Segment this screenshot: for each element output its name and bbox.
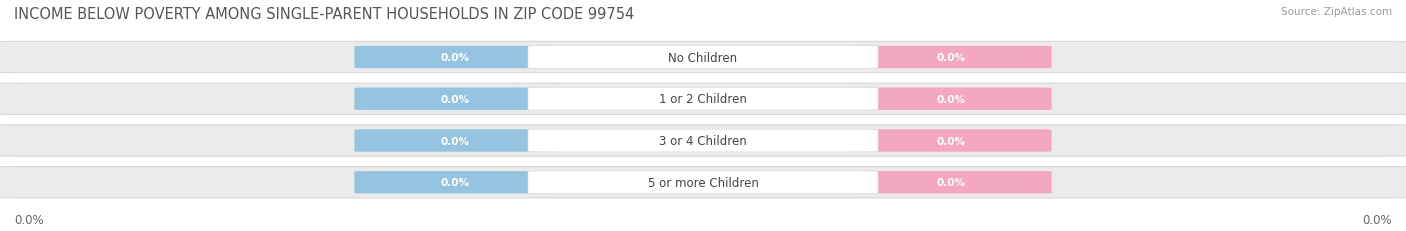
Text: No Children: No Children <box>668 51 738 64</box>
Text: 0.0%: 0.0% <box>440 94 470 104</box>
FancyBboxPatch shape <box>529 46 877 69</box>
Text: 0.0%: 0.0% <box>440 177 470 188</box>
Text: 0.0%: 0.0% <box>936 136 966 146</box>
FancyBboxPatch shape <box>0 125 1406 157</box>
Text: 3 or 4 Children: 3 or 4 Children <box>659 134 747 147</box>
FancyBboxPatch shape <box>851 130 1052 152</box>
FancyBboxPatch shape <box>529 171 877 194</box>
FancyBboxPatch shape <box>0 167 1406 198</box>
FancyBboxPatch shape <box>0 42 1406 73</box>
Text: 0.0%: 0.0% <box>440 136 470 146</box>
Text: 0.0%: 0.0% <box>440 53 470 63</box>
FancyBboxPatch shape <box>529 130 877 152</box>
FancyBboxPatch shape <box>851 171 1052 194</box>
Text: 0.0%: 0.0% <box>1362 213 1392 226</box>
Text: 0.0%: 0.0% <box>936 94 966 104</box>
FancyBboxPatch shape <box>354 88 555 110</box>
Text: 5 or more Children: 5 or more Children <box>648 176 758 189</box>
FancyBboxPatch shape <box>0 84 1406 115</box>
FancyBboxPatch shape <box>529 88 877 111</box>
FancyBboxPatch shape <box>354 47 555 69</box>
Text: 1 or 2 Children: 1 or 2 Children <box>659 93 747 106</box>
FancyBboxPatch shape <box>851 47 1052 69</box>
FancyBboxPatch shape <box>354 130 555 152</box>
FancyBboxPatch shape <box>354 171 555 194</box>
Text: INCOME BELOW POVERTY AMONG SINGLE-PARENT HOUSEHOLDS IN ZIP CODE 99754: INCOME BELOW POVERTY AMONG SINGLE-PARENT… <box>14 7 634 22</box>
Text: 0.0%: 0.0% <box>936 177 966 188</box>
Text: 0.0%: 0.0% <box>936 53 966 63</box>
Text: 0.0%: 0.0% <box>14 213 44 226</box>
FancyBboxPatch shape <box>851 88 1052 110</box>
Text: Source: ZipAtlas.com: Source: ZipAtlas.com <box>1281 7 1392 17</box>
